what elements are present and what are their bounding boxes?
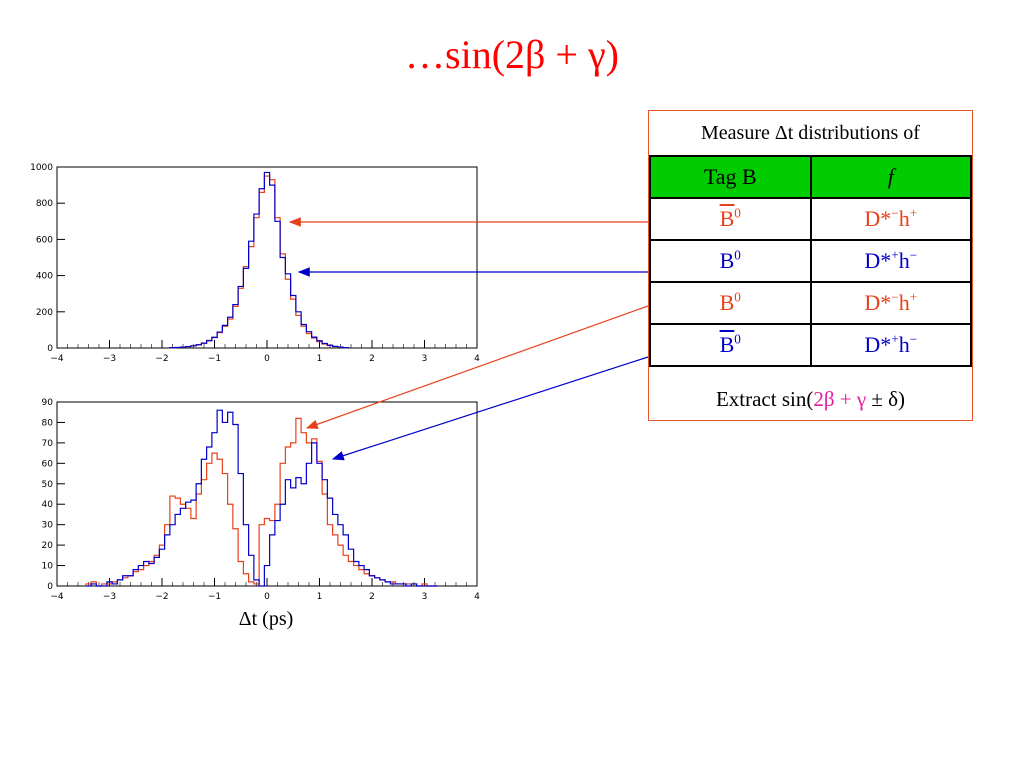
footer-suffix: ± δ) xyxy=(866,387,906,411)
x-tick-label: 2 xyxy=(369,354,375,364)
x-tick-label: 1 xyxy=(317,354,323,364)
slide-title: …sin(2β + γ) xyxy=(405,32,619,77)
table-row: B0 D*−h+ xyxy=(649,281,972,325)
top-histogram: −4 −3 −2 −1 0 1 2 3 4 0 200 400 600 800 1000 xyxy=(30,163,480,364)
tag-symbol: B xyxy=(719,206,735,231)
series-line-red xyxy=(85,417,438,587)
series-line-blue xyxy=(169,171,349,349)
y-tick-label: 70 xyxy=(42,439,54,449)
table-row: B0 D*+h− xyxy=(649,323,972,367)
tag-symbol: B xyxy=(719,332,735,357)
x-tick-label: 2 xyxy=(369,592,375,602)
y-tick-label: 600 xyxy=(36,235,53,245)
x-tick-label: −4 xyxy=(50,354,64,364)
x-tick-label: −2 xyxy=(155,592,168,602)
x-tick-label: −1 xyxy=(208,592,221,602)
x-tick-label: −2 xyxy=(155,354,168,364)
y-tick-label: 80 xyxy=(42,418,54,428)
tag-cell: B0 xyxy=(649,323,812,367)
y-tick-label: 0 xyxy=(47,344,53,354)
x-tick-label: 0 xyxy=(264,592,270,602)
header-f: f xyxy=(809,155,972,199)
x-tick-label: −3 xyxy=(103,354,116,364)
y-tick-label: 90 xyxy=(42,398,54,408)
table-header-row: Tag B f xyxy=(649,155,972,199)
x-tick-label: −1 xyxy=(208,354,221,364)
y-tick-label: 0 xyxy=(47,582,53,592)
table-caption: Measure Δt distributions of xyxy=(701,122,920,144)
footer-highlight: 2β + γ xyxy=(813,387,867,411)
x-tick-label: 4 xyxy=(474,592,480,602)
table-row: B0 D*+h− xyxy=(649,239,972,283)
final-state-cell: D*−h+ xyxy=(809,197,972,241)
final-state-cell: D*−h+ xyxy=(809,281,972,325)
tag-cell: B0 xyxy=(649,197,812,241)
y-tick-label: 800 xyxy=(36,199,53,209)
y-tick-label: 1000 xyxy=(30,163,53,173)
footer-prefix: Extract sin( xyxy=(715,387,814,411)
y-tick-label: 20 xyxy=(42,541,54,551)
final-state-cell: D*+h− xyxy=(809,323,972,367)
tag-symbol: B xyxy=(719,290,735,315)
arrow-row4-to-bottom-blue xyxy=(331,356,649,461)
x-tick-label: 0 xyxy=(264,354,270,364)
plot-frame xyxy=(56,401,478,587)
x-tick-label: 1 xyxy=(317,592,323,602)
plot-frame xyxy=(56,166,478,349)
annotation-arrows xyxy=(288,217,649,461)
y-tick-label: 400 xyxy=(36,272,53,282)
table-footer: Extract sin(2β + γ ± δ) xyxy=(649,378,972,420)
x-tick-label: −4 xyxy=(50,592,64,602)
table-row: B0 D*−h+ xyxy=(649,197,972,241)
y-tick-label: 10 xyxy=(42,562,54,572)
tag-cell: B0 xyxy=(649,281,812,325)
x-tick-label: 4 xyxy=(474,354,480,364)
x-tick-label: 3 xyxy=(422,354,428,364)
series-line-blue xyxy=(85,409,438,587)
header-tag-b: Tag B xyxy=(649,155,812,199)
y-tick-label: 60 xyxy=(42,459,54,469)
x-tick-label: 3 xyxy=(422,592,428,602)
final-state-cell: D*+h− xyxy=(809,239,972,283)
y-tick-label: 30 xyxy=(42,521,54,531)
y-tick-label: 50 xyxy=(42,480,54,490)
arrow-row3-to-bottom-red xyxy=(305,305,649,429)
measurement-table: Measure Δt distributions of Tag B f B0 D… xyxy=(648,110,973,421)
tag-cell: B0 xyxy=(649,239,812,283)
tag-final-state-grid: Tag B f B0 D*−h+ B0 D*+h− B0 D*−h+ B0 D*… xyxy=(649,155,972,367)
x-axis-label: Δt (ps) xyxy=(238,608,294,630)
y-tick-label: 200 xyxy=(36,308,53,318)
x-tick-label: −3 xyxy=(103,592,116,602)
y-tick-label: 40 xyxy=(42,500,54,510)
tag-symbol: B xyxy=(719,248,735,273)
